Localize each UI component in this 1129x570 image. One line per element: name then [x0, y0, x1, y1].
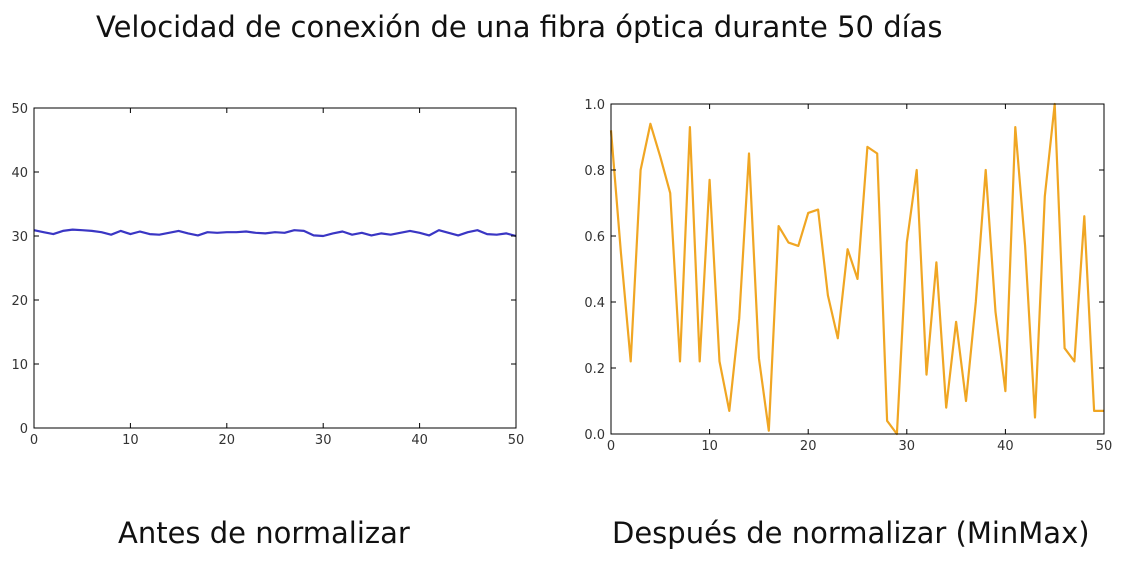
before-y-tick-label: 40 [11, 166, 28, 181]
before-x-tick-label: 10 [122, 433, 139, 448]
after-x-tick-label: 40 [997, 439, 1014, 454]
before-y-tick-label: 50 [11, 102, 28, 117]
before-x-tick-label: 40 [411, 433, 428, 448]
before-x-tick-label: 50 [508, 433, 525, 448]
before-plot-frame [33, 107, 517, 429]
plot-before: 0 10 20 30 40 50 0 10 20 30 40 50 [11, 102, 524, 448]
before-y-tick-label: 10 [11, 358, 28, 373]
before-y-tick-label: 0 [20, 422, 28, 437]
before-x-tick-label: 20 [219, 433, 236, 448]
after-x-tick-label: 0 [607, 439, 615, 454]
before-x-tick-label: 30 [315, 433, 332, 448]
after-series-line [609, 102, 1104, 436]
after-y-tick-label: 0.4 [584, 296, 605, 311]
before-y-tick-label: 30 [11, 230, 28, 245]
after-plot-frame [610, 103, 1105, 435]
after-y-tick-label: 0.2 [584, 362, 605, 377]
after-y-tick-label: 0.8 [584, 164, 605, 179]
after-y-tick-label: 0.0 [584, 428, 605, 443]
after-y-tick-label: 1.0 [584, 98, 605, 113]
after-y-tick-label: 0.6 [584, 230, 605, 245]
after-x-tick-label: 20 [800, 439, 817, 454]
before-x-tick-label: 0 [30, 433, 38, 448]
before-series-line [33, 228, 517, 238]
after-x-tick-label: 50 [1096, 439, 1113, 454]
after-x-tick-label: 30 [899, 439, 916, 454]
before-y-tick-label: 20 [11, 294, 28, 309]
caption-before-normalization: Antes de normalizar [118, 516, 410, 550]
caption-after-normalization: Después de normalizar (MinMax) [612, 516, 1090, 550]
figure-title: Velocidad de conexión de una fibra óptic… [96, 10, 943, 44]
plot-after: 0 10 20 30 40 50 0.0 0.2 0.4 0.6 0.8 1.0 [584, 98, 1112, 454]
after-x-tick-label: 10 [701, 439, 718, 454]
